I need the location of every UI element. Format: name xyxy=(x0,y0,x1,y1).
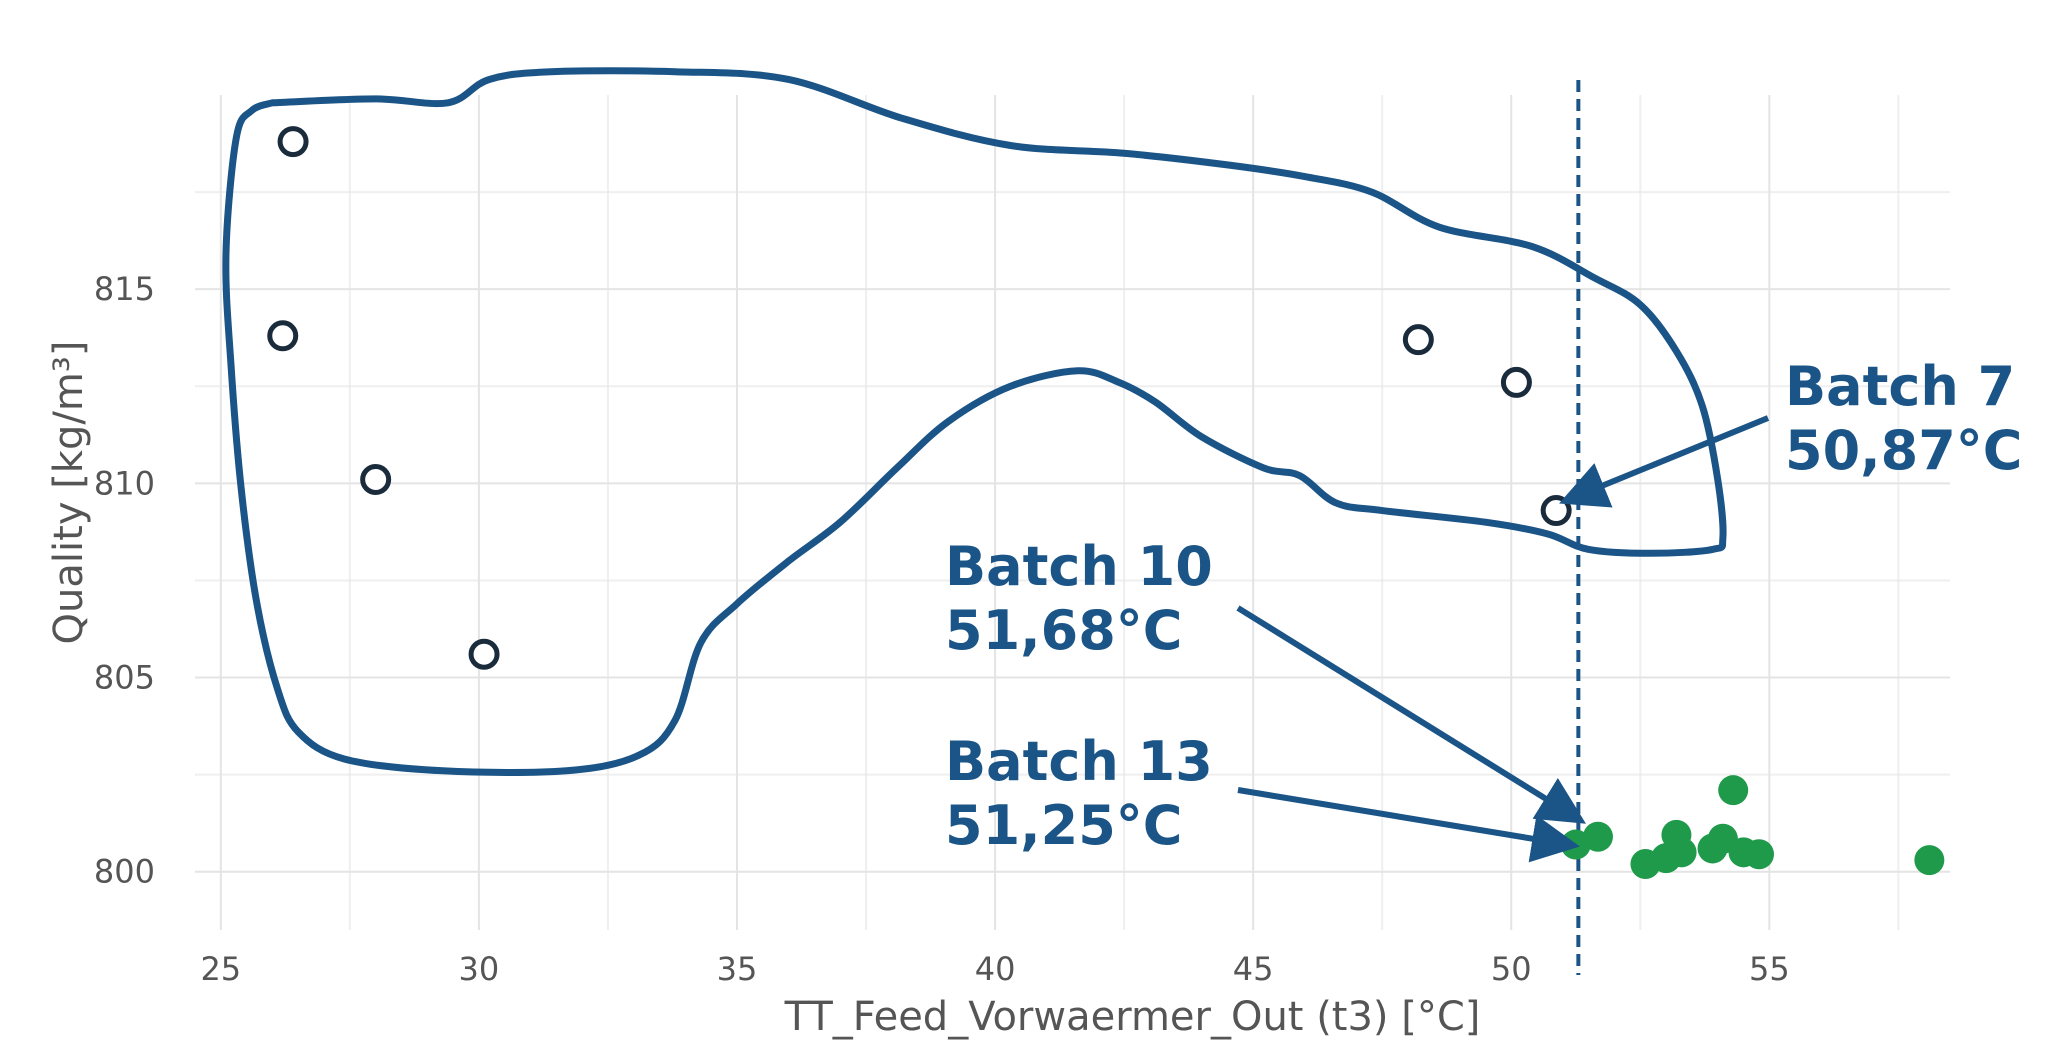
hollow-point xyxy=(1500,366,1532,398)
hollow-point xyxy=(360,463,392,495)
annotation-label: Batch 13 51,25°C xyxy=(945,730,1213,857)
hollow-point xyxy=(1540,495,1572,527)
gridlines xyxy=(195,95,1950,930)
x-tick-label: 40 xyxy=(975,950,1016,988)
y-tick-label: 810 xyxy=(94,464,155,502)
y-tick-label: 805 xyxy=(94,659,155,697)
y-tick-label: 800 xyxy=(94,853,155,891)
y-tick-label: 815 xyxy=(94,270,155,308)
hollow-point xyxy=(267,320,299,352)
annotation-arrow xyxy=(1237,787,1580,863)
annotations: Batch 7 50,87°C Batch 10 51,68°C Batch 13 51,… xyxy=(945,355,2022,863)
x-tick-label: 25 xyxy=(200,950,241,988)
annotation-arrow xyxy=(1236,605,1586,824)
filled-point xyxy=(1744,839,1775,870)
tick-labels: 25 30 35 40 45 50 55 800 805 810 815 xyxy=(94,270,1790,988)
filled-point xyxy=(1718,775,1749,806)
hollow-point xyxy=(468,638,500,670)
x-tick-label: 45 xyxy=(1233,950,1274,988)
region-outline xyxy=(222,67,1727,776)
filled-point xyxy=(1582,821,1613,852)
x-axis-label: TT_Feed_Vorwaermer_Out (t3) [°C] xyxy=(784,994,1481,1040)
hollow-point xyxy=(1402,324,1434,356)
y-axis-label: Quality [kg/m³] xyxy=(46,341,92,645)
annotation-arrow xyxy=(1559,415,1770,508)
x-tick-label: 50 xyxy=(1491,950,1532,988)
x-tick-label: 30 xyxy=(459,950,500,988)
hollow-point xyxy=(277,126,309,158)
filled-point xyxy=(1666,837,1697,868)
region-outline-path xyxy=(222,67,1727,776)
x-tick-label: 35 xyxy=(717,950,758,988)
x-tick-label: 55 xyxy=(1749,950,1790,988)
annotation-label: Batch 10 51,68°C xyxy=(945,535,1213,662)
filled-point xyxy=(1914,845,1945,876)
annotation-label: Batch 7 50,87°C xyxy=(1785,355,2022,482)
